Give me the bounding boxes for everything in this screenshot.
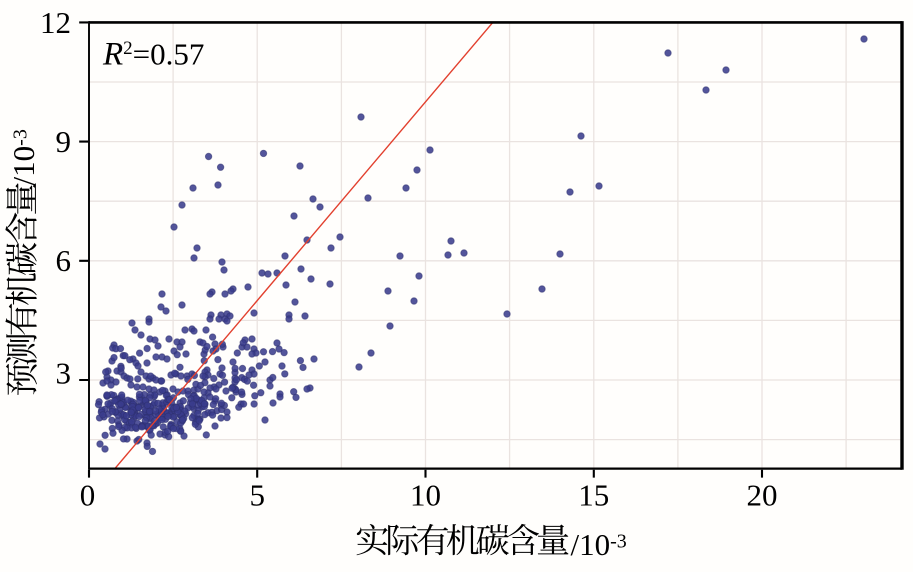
svg-text:5: 5 xyxy=(249,478,265,513)
svg-text:/10-3: /10-3 xyxy=(571,527,627,562)
svg-text:15: 15 xyxy=(578,478,609,513)
svg-text:6: 6 xyxy=(56,243,72,278)
svg-text:10: 10 xyxy=(410,478,441,513)
svg-text:9: 9 xyxy=(56,124,72,159)
svg-text:3: 3 xyxy=(56,356,72,391)
svg-text:0: 0 xyxy=(80,478,96,513)
svg-text:12: 12 xyxy=(40,5,71,40)
svg-text:20: 20 xyxy=(747,478,778,513)
svg-text:R2=0.57: R2=0.57 xyxy=(102,36,204,72)
